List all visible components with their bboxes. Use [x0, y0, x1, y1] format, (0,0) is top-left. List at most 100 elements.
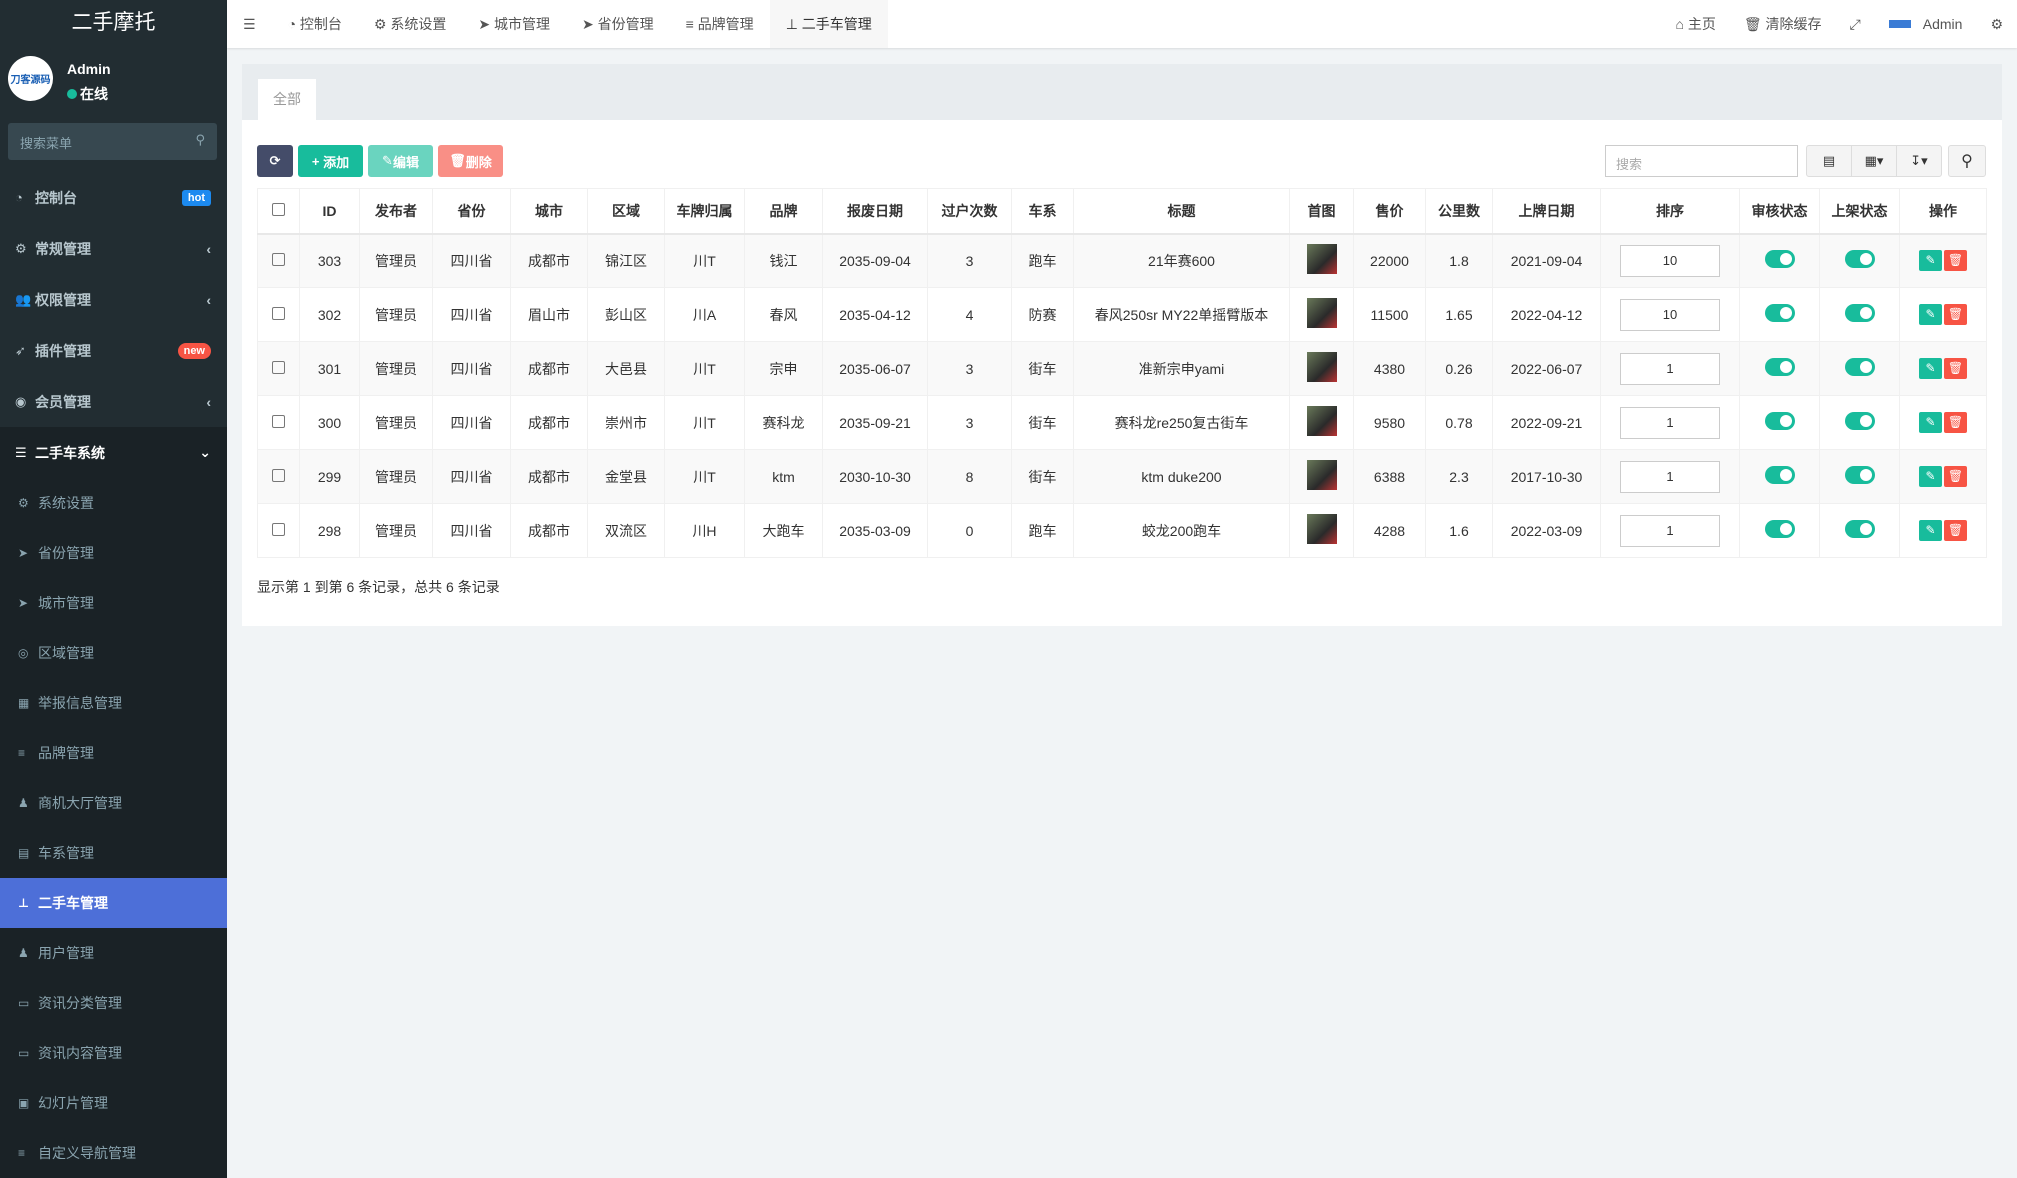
delete-row-trash-icon[interactable]: 🗑: [1944, 412, 1967, 433]
add-button[interactable]: + 添加: [298, 145, 363, 177]
column-header[interactable]: 区域: [587, 188, 665, 235]
row-checkbox[interactable]: [257, 341, 300, 396]
audit-toggle[interactable]: [1764, 466, 1795, 484]
thumbnail-image[interactable]: [1289, 341, 1354, 396]
sort-input[interactable]: 1: [1620, 514, 1720, 547]
column-header[interactable]: 售价: [1353, 188, 1426, 235]
table-search-input[interactable]: 搜索: [1605, 145, 1798, 177]
column-header[interactable]: 排序: [1600, 188, 1740, 235]
audit-toggle[interactable]: [1764, 412, 1795, 430]
row-checkbox[interactable]: [257, 233, 300, 288]
row-checkbox[interactable]: [257, 287, 300, 342]
listed-toggle[interactable]: [1844, 412, 1875, 430]
listed-toggle[interactable]: [1844, 466, 1875, 484]
column-header[interactable]: 过户次数: [927, 188, 1012, 235]
sidebar-item[interactable]: 👥 权限管理 ‹: [0, 274, 227, 325]
submenu-item[interactable]: ▭ 资讯分类管理: [0, 978, 227, 1028]
clear-cache-button[interactable]: 🗑 清除缓存: [1730, 0, 1836, 48]
sidebar-item[interactable]: ◔ 控制台 hot: [0, 172, 227, 223]
submenu-item[interactable]: ▤ 车系管理: [0, 828, 227, 878]
sidebar-item[interactable]: ➶ 插件管理 new: [0, 325, 227, 376]
sort-input[interactable]: 10: [1620, 244, 1720, 277]
submenu-item[interactable]: ⊥ 二手车管理: [0, 878, 227, 928]
settings-cogs-icon[interactable]: ⚙: [1990, 15, 2003, 32]
column-header[interactable]: 公里数: [1425, 188, 1493, 235]
column-header[interactable]: 城市: [510, 188, 588, 235]
sort-input[interactable]: 1: [1620, 406, 1720, 439]
thumbnail-image[interactable]: [1289, 503, 1354, 558]
sidebar-toggle-icon[interactable]: ☰: [243, 15, 256, 32]
refresh-button[interactable]: ⟳: [257, 145, 293, 177]
audit-toggle[interactable]: [1764, 520, 1795, 538]
sidebar-item-open[interactable]: ☰ 二手车系统 ⌄: [0, 427, 227, 478]
edit-row-pencil-icon[interactable]: ✎: [1919, 466, 1942, 487]
submenu-item[interactable]: ♟ 用户管理: [0, 928, 227, 978]
edit-button[interactable]: ✎ 编辑: [368, 145, 433, 177]
submenu-item[interactable]: ▣ 幻灯片管理: [0, 1078, 227, 1128]
listed-toggle[interactable]: [1844, 250, 1875, 269]
column-header[interactable]: 省份: [432, 188, 511, 235]
submenu-item[interactable]: ⚙ 系统设置: [0, 478, 227, 528]
column-header[interactable]: 车牌归属: [664, 188, 745, 235]
column-header[interactable]: 操作: [1899, 188, 1987, 235]
column-header[interactable]: ID: [299, 188, 360, 235]
column-header[interactable]: 上牌日期: [1492, 188, 1601, 235]
home-link[interactable]: ⌂ 主页: [1662, 0, 1730, 48]
column-header[interactable]: 审核状态: [1739, 188, 1820, 235]
toggle-view-icon[interactable]: ▤: [1807, 146, 1852, 176]
thumbnail-image[interactable]: [1289, 449, 1354, 504]
nav-tab[interactable]: ≡ 品牌管理: [670, 0, 770, 48]
column-header[interactable]: 标题: [1073, 188, 1290, 235]
column-header[interactable]: 首图: [1289, 188, 1354, 235]
submenu-item[interactable]: ≡ 品牌管理: [0, 728, 227, 778]
select-all-checkbox[interactable]: [257, 188, 300, 235]
nav-tab[interactable]: ➤ 省份管理: [566, 0, 670, 48]
app-logo[interactable]: 二手摩托: [0, 0, 227, 48]
delete-row-trash-icon[interactable]: 🗑: [1944, 358, 1967, 379]
fullscreen-icon[interactable]: ⤢: [1849, 15, 1861, 32]
submenu-item[interactable]: ▦ 举报信息管理: [0, 678, 227, 728]
advanced-search-icon[interactable]: ⚲: [1948, 145, 1986, 177]
audit-toggle[interactable]: [1764, 358, 1795, 376]
edit-row-pencil-icon[interactable]: ✎: [1919, 304, 1942, 325]
submenu-item[interactable]: ▭ 资讯内容管理: [0, 1028, 227, 1078]
nav-tab[interactable]: ⊥ 二手车管理: [769, 0, 888, 48]
delete-row-trash-icon[interactable]: 🗑: [1944, 520, 1967, 541]
edit-row-pencil-icon[interactable]: ✎: [1919, 358, 1942, 379]
submenu-item[interactable]: ≡ 自定义导航管理: [0, 1128, 227, 1178]
sort-input[interactable]: 10: [1620, 298, 1720, 331]
columns-icon[interactable]: ▦▾: [1852, 146, 1897, 176]
submenu-item[interactable]: ◎ 区域管理: [0, 628, 227, 678]
search-icon[interactable]: ⚲: [195, 132, 205, 147]
delete-row-trash-icon[interactable]: 🗑: [1944, 250, 1967, 272]
export-icon[interactable]: ↧▾: [1910, 153, 1928, 168]
row-checkbox[interactable]: [257, 449, 300, 504]
row-checkbox[interactable]: [257, 395, 300, 450]
edit-row-pencil-icon[interactable]: ✎: [1919, 520, 1942, 541]
delete-row-trash-icon[interactable]: 🗑: [1944, 304, 1967, 325]
menu-search-input[interactable]: 搜索菜单 ⚲: [8, 123, 217, 160]
row-checkbox[interactable]: [257, 503, 300, 558]
audit-toggle[interactable]: [1764, 304, 1795, 322]
column-header[interactable]: 品牌: [744, 188, 823, 235]
column-header[interactable]: 报废日期: [822, 188, 928, 235]
sidebar-item[interactable]: ⚙ 常规管理 ‹: [0, 223, 227, 274]
nav-tab[interactable]: ◔ 控制台: [272, 0, 358, 48]
listed-toggle[interactable]: [1844, 304, 1875, 322]
edit-row-pencil-icon[interactable]: ✎: [1919, 250, 1942, 272]
tab-all[interactable]: 全部: [258, 79, 316, 120]
column-header[interactable]: 车系: [1011, 188, 1074, 235]
thumbnail-image[interactable]: [1289, 395, 1354, 450]
sort-input[interactable]: 1: [1620, 352, 1720, 385]
nav-tab[interactable]: ⚙ 系统设置: [358, 0, 462, 48]
submenu-item[interactable]: ➤ 城市管理: [0, 578, 227, 628]
sidebar-item[interactable]: ◉ 会员管理 ‹: [0, 376, 227, 427]
edit-row-pencil-icon[interactable]: ✎: [1919, 412, 1942, 433]
delete-button[interactable]: 🗑 删除: [438, 145, 503, 177]
delete-row-trash-icon[interactable]: 🗑: [1944, 466, 1967, 487]
submenu-item[interactable]: ♟ 商机大厅管理: [0, 778, 227, 828]
nav-tab[interactable]: ➤ 城市管理: [462, 0, 566, 48]
column-header[interactable]: 发布者: [359, 188, 433, 235]
admin-menu[interactable]: Admin: [1875, 0, 1977, 48]
listed-toggle[interactable]: [1844, 358, 1875, 376]
